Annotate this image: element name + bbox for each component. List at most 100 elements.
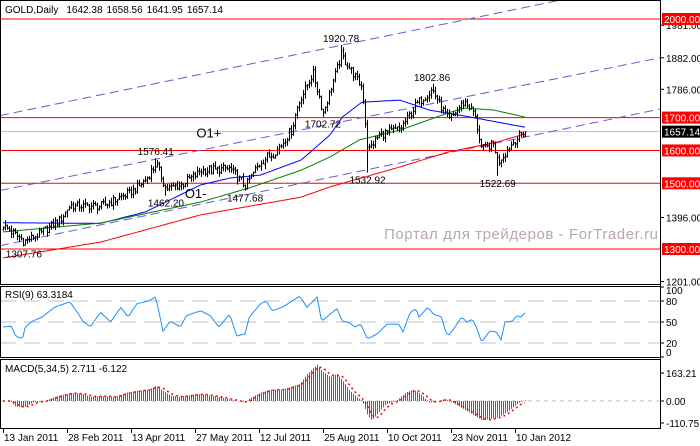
price-bar bbox=[346, 62, 349, 70]
price-bar bbox=[168, 184, 171, 192]
price-bar bbox=[368, 143, 371, 151]
price-bar bbox=[480, 138, 483, 149]
price-bar bbox=[66, 209, 69, 218]
price-bar bbox=[524, 131, 527, 137]
price-bar bbox=[106, 203, 109, 209]
price-bar bbox=[298, 101, 301, 112]
price-bar bbox=[62, 214, 65, 226]
price-bar bbox=[454, 111, 457, 117]
price-bar bbox=[18, 234, 21, 243]
price-bar bbox=[400, 124, 403, 133]
price-bar bbox=[64, 211, 67, 218]
time-axis-label: 12 Jul 2011 bbox=[260, 433, 311, 444]
price-bar bbox=[370, 140, 373, 149]
price-bar bbox=[514, 141, 517, 149]
price-bar bbox=[158, 161, 161, 171]
price-bar bbox=[490, 139, 493, 152]
price-bar bbox=[74, 202, 77, 212]
price-bar bbox=[238, 175, 241, 182]
time-axis-label: 27 May 2011 bbox=[196, 433, 254, 444]
price-bar bbox=[344, 52, 347, 66]
price-bar bbox=[260, 160, 263, 171]
current-price-tag bbox=[662, 125, 700, 138]
price-level-label: 1500.00 bbox=[664, 179, 700, 190]
price-bar bbox=[436, 94, 439, 104]
price-bar bbox=[218, 165, 221, 177]
price-bar bbox=[96, 202, 99, 215]
price-bar bbox=[222, 162, 225, 172]
price-bar bbox=[146, 176, 149, 184]
price-bar bbox=[324, 106, 327, 114]
price-bar bbox=[128, 186, 131, 194]
rsi-line bbox=[2, 295, 526, 342]
price-level-tag bbox=[662, 243, 700, 256]
price-bar bbox=[234, 166, 237, 175]
price-bar bbox=[138, 179, 141, 187]
price-bar bbox=[162, 176, 165, 187]
price-bar bbox=[468, 104, 471, 111]
price-bar bbox=[280, 144, 283, 149]
current-price-label: 1657.14 bbox=[664, 128, 700, 139]
time-axis-label: 10 Jan 2012 bbox=[516, 433, 571, 444]
price-bar bbox=[326, 101, 329, 112]
price-bar bbox=[444, 105, 447, 114]
price-bar bbox=[84, 198, 87, 208]
price-bar bbox=[176, 180, 179, 191]
price-bar bbox=[340, 45, 343, 68]
channel-label: O1+ bbox=[196, 125, 221, 140]
price-bar bbox=[284, 138, 287, 147]
macd-axis-label: -110.751 bbox=[666, 419, 700, 430]
price-bar bbox=[126, 187, 129, 199]
moving-average-line bbox=[2, 133, 526, 259]
time-axis[interactable]: 13 Jan 2011 28 Feb 2011 13 Apr 2011 27 May … bbox=[3, 429, 572, 444]
price-bar bbox=[392, 125, 395, 134]
price-level-tag bbox=[662, 111, 700, 124]
price-bar bbox=[116, 199, 119, 206]
price-bar bbox=[156, 160, 159, 168]
price-bar bbox=[398, 122, 401, 133]
price-annotation: 1920.78 bbox=[323, 34, 360, 45]
price-bar bbox=[24, 239, 27, 246]
price-bar bbox=[112, 194, 115, 210]
price-annotation: 1802.86 bbox=[414, 73, 451, 84]
rsi-plot bbox=[1, 295, 660, 344]
price-bar bbox=[52, 218, 55, 229]
price-bar bbox=[272, 153, 275, 159]
macd-axis-label: 163.21 bbox=[666, 369, 697, 380]
price-bar bbox=[170, 182, 173, 191]
close-value: 1657.14 bbox=[187, 5, 224, 16]
price-panel[interactable]: Портал для трейдеров - ForTrader.ru 1307… bbox=[0, 0, 661, 285]
rsi-title: RSI(9) 63.3184 bbox=[5, 290, 73, 301]
price-level-tag bbox=[662, 177, 700, 190]
price-bar bbox=[288, 127, 291, 142]
price-bar bbox=[122, 192, 125, 200]
price-bar bbox=[198, 167, 201, 176]
price-bar bbox=[308, 79, 311, 89]
price-bar bbox=[210, 164, 213, 175]
price-bar bbox=[2, 226, 5, 231]
price-bar bbox=[342, 47, 345, 60]
price-bar bbox=[500, 159, 503, 168]
price-axis[interactable]: 1981.001882.001786.001396.001201.002000.… bbox=[660, 0, 700, 430]
high-value: 1658.56 bbox=[107, 5, 144, 16]
price-bar bbox=[270, 152, 273, 162]
price-bar bbox=[54, 217, 57, 230]
price-bar bbox=[442, 106, 445, 114]
price-bar bbox=[110, 197, 113, 207]
price-level-tag bbox=[662, 144, 700, 157]
price-bar bbox=[40, 227, 43, 234]
price-bar bbox=[172, 182, 175, 187]
price-bar bbox=[274, 154, 277, 159]
price-annotation: 1576.41 bbox=[138, 147, 175, 158]
price-bar bbox=[254, 164, 257, 174]
price-bar bbox=[506, 146, 509, 158]
channel-trendline bbox=[1, 1, 559, 116]
price-bar bbox=[194, 171, 197, 180]
price-bar bbox=[36, 233, 39, 241]
price-bar bbox=[6, 224, 9, 230]
price-bar bbox=[102, 198, 105, 205]
price-bar bbox=[60, 214, 63, 225]
price-bar bbox=[354, 72, 357, 81]
price-bar bbox=[466, 98, 469, 109]
